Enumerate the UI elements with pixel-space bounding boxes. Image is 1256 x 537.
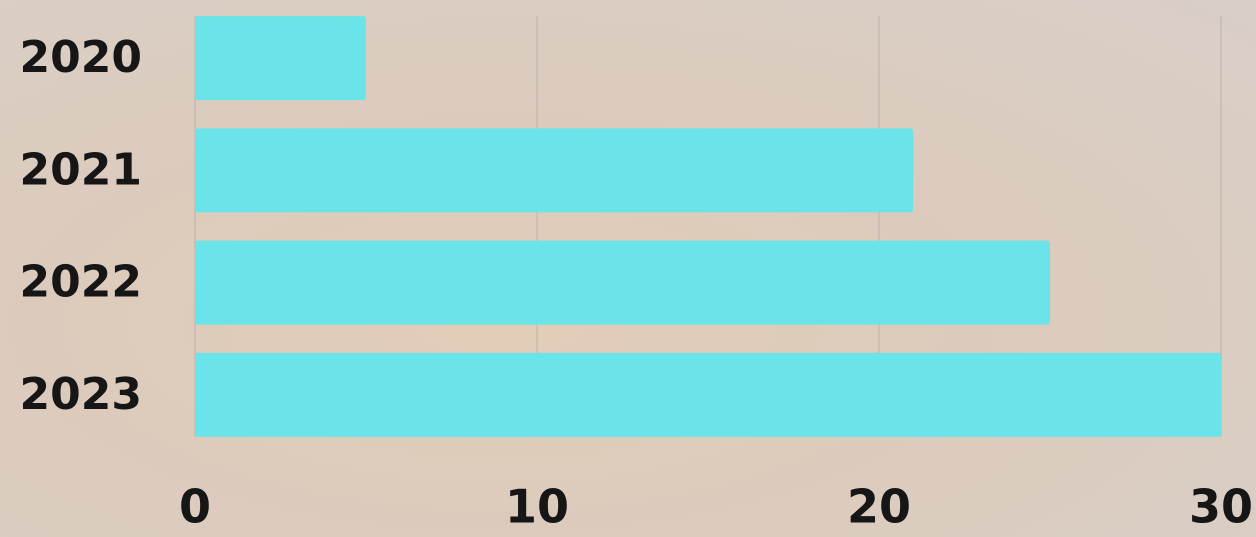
- y-tick-label: 2023: [20, 369, 142, 420]
- bar: [195, 240, 1050, 325]
- x-tick-label: 20: [847, 480, 911, 534]
- y-tick-label: 2020: [20, 32, 142, 83]
- x-tick-label: 10: [505, 480, 569, 534]
- bar: [195, 16, 366, 101]
- y-tick-label: 2021: [20, 144, 142, 195]
- y-tick-label: 2022: [20, 257, 142, 308]
- x-tick-label: 0: [179, 480, 211, 534]
- bar: [195, 128, 914, 213]
- x-tick-label: 30: [1189, 480, 1253, 534]
- bar: [195, 352, 1221, 437]
